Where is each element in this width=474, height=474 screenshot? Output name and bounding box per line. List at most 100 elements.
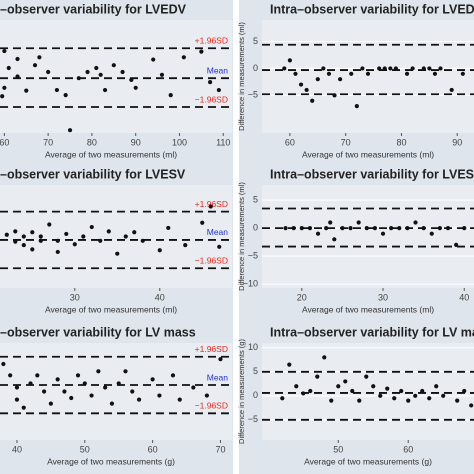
point bbox=[28, 381, 33, 386]
plot-area bbox=[0, 185, 232, 288]
point bbox=[287, 58, 292, 63]
point bbox=[120, 69, 125, 75]
point bbox=[21, 405, 26, 410]
point bbox=[109, 401, 115, 406]
point bbox=[340, 226, 345, 231]
point bbox=[357, 398, 362, 403]
point bbox=[385, 386, 390, 391]
point bbox=[460, 71, 465, 76]
point bbox=[405, 226, 410, 231]
point bbox=[96, 369, 101, 374]
point bbox=[129, 77, 134, 82]
panel: –observer variability for LV mass 40 50 60 7… bbox=[0, 325, 232, 466]
point bbox=[30, 230, 35, 235]
point bbox=[136, 397, 142, 402]
x-axis-label: Average of two measurements (ml) bbox=[45, 304, 177, 314]
panel-title: Intra–observer variability for LVEDV bbox=[270, 2, 474, 16]
x-tick-label: 110 bbox=[216, 137, 230, 147]
point bbox=[218, 357, 223, 362]
plot-area bbox=[0, 343, 232, 440]
y-tick-label: −10 bbox=[243, 278, 258, 288]
reference-label: +1.96SD bbox=[195, 344, 228, 354]
point bbox=[55, 249, 60, 255]
x-tick-label: 50 bbox=[333, 444, 343, 454]
point bbox=[365, 71, 371, 76]
point bbox=[55, 377, 60, 382]
x-axis-label: Average of two measurements (ml) bbox=[302, 149, 434, 159]
reference-label: +1.96SD bbox=[195, 36, 228, 46]
point bbox=[280, 396, 285, 401]
point bbox=[315, 374, 320, 379]
point bbox=[349, 71, 354, 76]
column-gap bbox=[233, 0, 239, 474]
point bbox=[371, 384, 376, 389]
point bbox=[392, 396, 397, 401]
point bbox=[21, 242, 26, 248]
x-tick-label: 70 bbox=[215, 444, 225, 454]
point bbox=[55, 238, 60, 243]
x-tick-label: 40 bbox=[155, 292, 165, 302]
x-tick-label: 60 bbox=[285, 137, 295, 147]
y-tick-label: −5 bbox=[248, 90, 258, 100]
point bbox=[81, 234, 86, 239]
point bbox=[364, 226, 369, 231]
point bbox=[35, 373, 40, 378]
point bbox=[462, 226, 467, 231]
reference-label: +1.96SD bbox=[195, 199, 228, 209]
point bbox=[116, 381, 121, 386]
point bbox=[287, 362, 292, 367]
x-tick-label: 40 bbox=[12, 444, 22, 454]
point bbox=[364, 374, 369, 379]
point bbox=[454, 242, 459, 247]
point bbox=[41, 389, 47, 394]
point bbox=[181, 55, 186, 60]
point bbox=[132, 230, 137, 235]
point bbox=[46, 69, 51, 75]
y-tick-label: −5 bbox=[248, 250, 258, 260]
point bbox=[413, 393, 418, 398]
x-tick-label: 90 bbox=[452, 137, 462, 147]
point bbox=[410, 66, 415, 71]
y-tick-label: 5 bbox=[253, 366, 258, 376]
point bbox=[168, 93, 173, 98]
point bbox=[299, 226, 304, 231]
point bbox=[64, 231, 69, 237]
point bbox=[283, 226, 288, 231]
panel: –observer variability for LVEDV 60 70 80 90 1… bbox=[0, 2, 232, 159]
point bbox=[208, 204, 213, 209]
point bbox=[157, 248, 162, 253]
point bbox=[462, 388, 467, 394]
point bbox=[338, 77, 343, 82]
point bbox=[76, 76, 81, 81]
point bbox=[315, 231, 321, 236]
point bbox=[62, 389, 67, 394]
point bbox=[123, 234, 128, 239]
panel: –observer variability for LVESV 30 40 Avera… bbox=[0, 167, 232, 314]
point bbox=[298, 82, 304, 87]
point bbox=[2, 48, 7, 54]
point bbox=[204, 393, 210, 398]
point bbox=[47, 222, 52, 227]
y-axis-label: Difference in measurements (g) bbox=[237, 339, 246, 444]
point bbox=[343, 379, 348, 384]
point bbox=[427, 396, 432, 401]
point bbox=[98, 238, 103, 243]
point bbox=[75, 373, 81, 378]
point bbox=[322, 355, 327, 360]
point bbox=[208, 80, 213, 85]
point bbox=[469, 403, 474, 408]
reference-label: −1.96SD bbox=[195, 401, 228, 411]
y-axis-label: Difference in measurements (ml) bbox=[237, 182, 246, 291]
point bbox=[421, 66, 426, 71]
x-tick-label: 30 bbox=[378, 292, 388, 302]
panel: Intra–observer variability for LV mass 50… bbox=[262, 325, 474, 466]
point bbox=[24, 88, 29, 93]
reference-label: Mean bbox=[207, 372, 229, 382]
point bbox=[388, 66, 393, 71]
point bbox=[321, 66, 326, 71]
point bbox=[111, 63, 116, 68]
point bbox=[420, 388, 425, 394]
point bbox=[382, 66, 387, 71]
x-tick-label: 100 bbox=[172, 137, 187, 147]
plot-area bbox=[262, 343, 474, 440]
